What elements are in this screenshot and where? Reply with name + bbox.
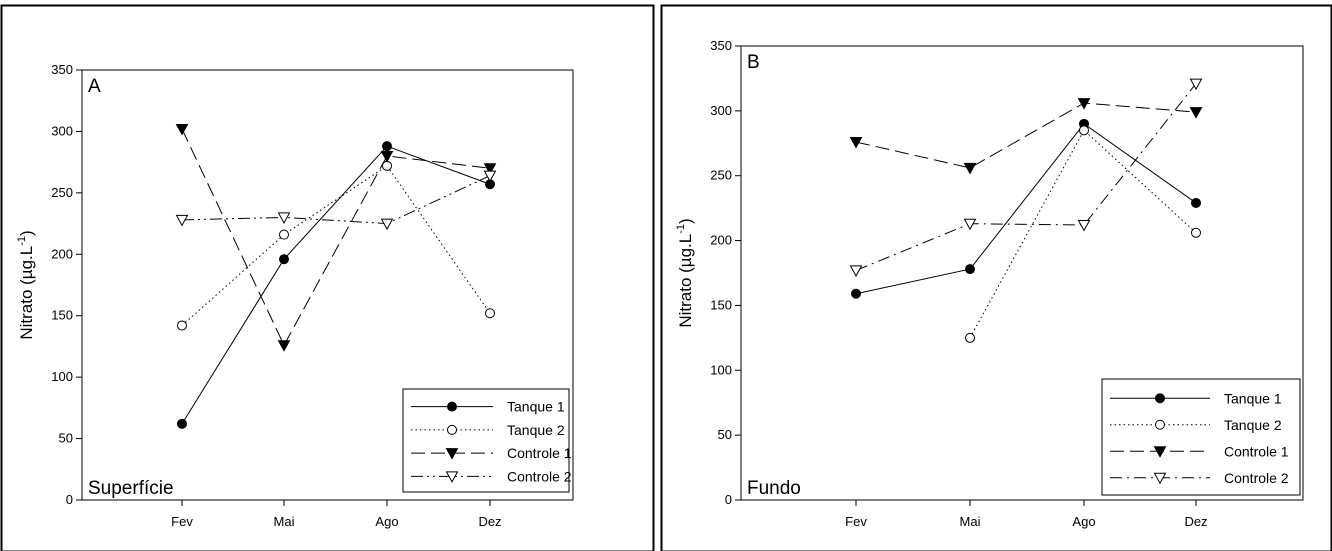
x-tick-label: Dez	[1184, 514, 1207, 529]
series-line-3	[181, 128, 491, 347]
y-tick-label: 250	[710, 168, 732, 183]
y-tick-label: 150	[51, 308, 73, 323]
legend-label: Tanque 1	[1224, 390, 1282, 406]
data-point-2	[279, 229, 289, 240]
y-tick-label: 200	[51, 246, 73, 261]
data-point-4	[175, 214, 189, 227]
panel-b: 0 50 100 150 200 250 300 350 Fev Mai Ago Dez Nitrato…	[675, 38, 1304, 529]
x-tick-label: Ago	[375, 514, 398, 529]
legend-marker	[1155, 419, 1165, 430]
y-axis-label: Nitrato (µg.L-1)	[675, 218, 695, 327]
series-line-4	[855, 83, 1197, 271]
y-tick-label: 50	[59, 431, 73, 446]
y-tick-label: 200	[710, 233, 732, 248]
legend-marker	[1153, 472, 1167, 485]
plot-area	[740, 45, 1304, 501]
y-tick-label: 150	[710, 297, 732, 312]
legend-label: Controle 1	[1224, 443, 1289, 459]
legend-label: Tanque 2	[507, 422, 565, 438]
panel-letter: A	[88, 76, 101, 97]
data-point-3	[175, 123, 189, 136]
data-point-4	[849, 265, 863, 277]
data-point-4	[1189, 78, 1203, 91]
data-point-3	[483, 163, 497, 175]
legend-label: Controle 2	[507, 468, 572, 484]
y-tick-label: 350	[710, 38, 732, 53]
legend-marker	[445, 448, 459, 460]
x-tick-label: Fev	[845, 514, 867, 529]
data-point-2	[177, 320, 187, 331]
data-point-4	[483, 170, 497, 183]
y-axis-label-close: )	[676, 218, 695, 224]
series-line-3	[855, 102, 1197, 169]
y-tick-label: 300	[710, 103, 732, 118]
legend-marker	[1153, 446, 1167, 458]
legend-marker	[447, 424, 457, 435]
data-point-1	[382, 141, 392, 152]
series-line-2	[181, 165, 491, 326]
data-point-4	[380, 218, 394, 231]
y-axis-label: Nitrato (µg.L-1)	[16, 230, 36, 339]
y-axis-label-superscript: -1	[16, 236, 28, 246]
legend-label: Controle 1	[507, 445, 572, 461]
y-tick-label: 0	[66, 492, 73, 507]
legend-marker	[445, 471, 459, 483]
x-tick-label: Mai	[960, 514, 981, 529]
legend-marker	[447, 401, 457, 412]
depth-label: Superfície	[88, 478, 174, 499]
y-tick-label: 0	[725, 492, 732, 507]
y-tick-label: 100	[710, 362, 732, 377]
data-point-4	[1077, 220, 1091, 232]
x-tick-label: Fev	[171, 514, 193, 529]
series-line-2	[969, 129, 1197, 339]
data-point-3	[1189, 107, 1203, 119]
panel-a-frame	[0, 4, 655, 551]
legend-label: Tanque 1	[507, 399, 565, 415]
legend-marker	[1155, 393, 1165, 404]
y-tick-label: 50	[718, 427, 732, 442]
data-point-1	[1191, 197, 1201, 208]
depth-label: Fundo	[747, 478, 801, 499]
data-point-4	[277, 212, 291, 224]
data-point-4	[963, 218, 977, 231]
series-line-1	[855, 123, 1197, 295]
plot-area	[81, 69, 574, 501]
y-axis-label-close: )	[17, 230, 36, 236]
data-point-2	[1079, 125, 1089, 136]
data-point-3	[380, 151, 394, 163]
data-point-3	[963, 162, 977, 175]
y-tick-label: 250	[51, 185, 73, 200]
y-tick-label: 350	[51, 62, 73, 77]
data-point-3	[1077, 98, 1091, 110]
y-axis-label-main: Nitrato (µg.L	[676, 234, 695, 328]
data-point-2	[1191, 227, 1201, 238]
data-point-1	[965, 264, 975, 275]
x-tick-label: Dez	[478, 514, 501, 529]
legend-label: Controle 2	[1224, 470, 1289, 486]
data-point-3	[849, 136, 863, 149]
x-tick-label: Ago	[1072, 514, 1095, 529]
series-line-1	[181, 145, 491, 425]
y-tick-label: 300	[51, 123, 73, 138]
data-point-2	[965, 332, 975, 343]
data-point-2	[485, 308, 495, 319]
panel-a: 0 50 100 150 200 250 300 350 Fev Mai Ago Dez Nitrato…	[16, 62, 574, 529]
x-tick-label: Mai	[274, 514, 295, 529]
data-point-1	[279, 254, 289, 265]
data-point-1	[177, 418, 187, 429]
panel-letter: B	[747, 52, 760, 73]
series-line-4	[181, 175, 491, 225]
y-axis-label-main: Nitrato (µg.L	[17, 246, 36, 340]
data-point-3	[277, 340, 291, 352]
data-point-1	[851, 288, 861, 299]
y-tick-label: 100	[51, 369, 73, 384]
y-axis-label-superscript: -1	[675, 224, 687, 234]
legend-label: Tanque 2	[1224, 417, 1282, 433]
